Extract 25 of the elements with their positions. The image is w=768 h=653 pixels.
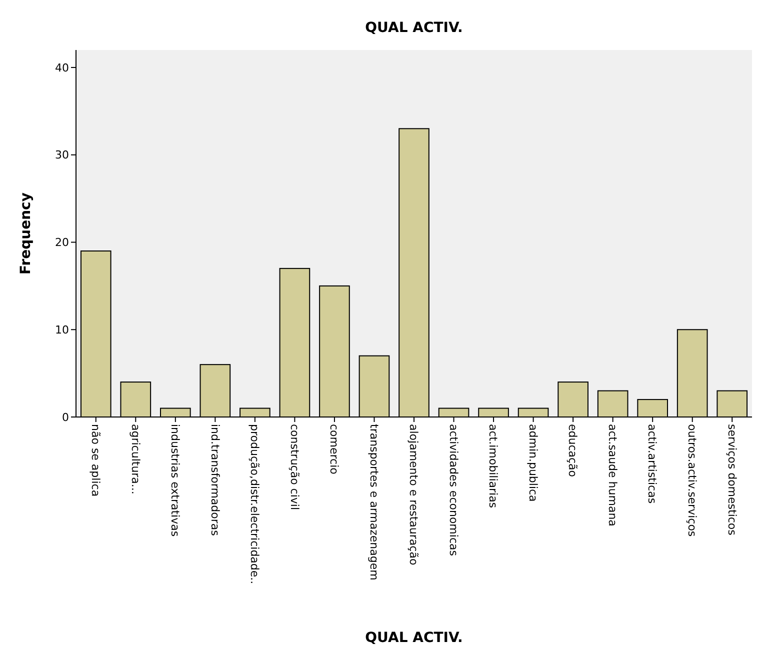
x-tick-label: outros.activ.serviços — [686, 424, 699, 537]
x-tick-label: serviços domesticos — [725, 424, 738, 536]
x-tick-label: actividades economicas — [446, 424, 460, 556]
y-tick-label: 30 — [55, 148, 69, 162]
x-tick-label: industrias extrativas — [168, 424, 182, 537]
x-tick-label: não se aplica — [89, 424, 102, 497]
x-tick-label: transportes e armazenagem — [367, 424, 380, 580]
x-tick-label: ind.transformadoras — [208, 424, 222, 536]
x-tick-label: act.imobiliarias — [486, 424, 500, 508]
x-tick-label: produção,distr.electricidade.. — [248, 424, 262, 584]
y-tick-label: 20 — [55, 236, 69, 250]
y-tick-label: 40 — [55, 61, 69, 74]
x-tick-label: act.saude humana — [606, 424, 619, 526]
y-tick-label: 10 — [55, 323, 69, 336]
x-axis-title: QUAL ACTIV. — [365, 630, 463, 646]
y-tick-label: 0 — [62, 410, 69, 424]
x-tick-label: educação — [566, 424, 580, 478]
x-tick-label: alojamento e restauração — [407, 424, 420, 566]
x-tick-label: agricultura... — [128, 424, 142, 494]
chart-title: QUAL ACTIV. — [365, 20, 463, 36]
y-axis-title: Frequency — [18, 192, 34, 274]
x-tick-label: activ.artisticas — [646, 424, 659, 504]
x-tick-label: construção civil — [288, 424, 301, 510]
x-tick-label: comercio — [328, 424, 341, 475]
x-tick-label: admin.publica — [526, 424, 540, 502]
